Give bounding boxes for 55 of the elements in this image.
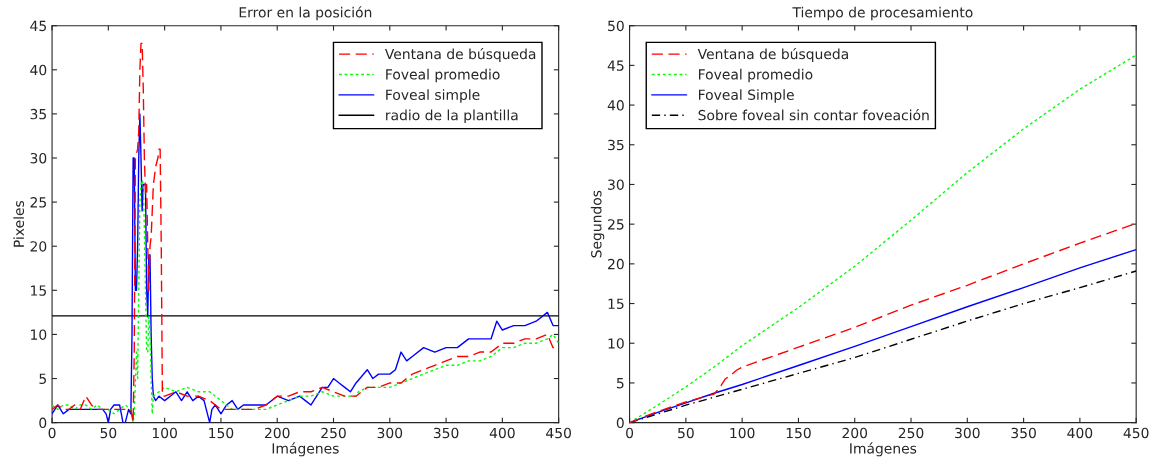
x-tick-label: 250 xyxy=(321,427,346,439)
y-tick-label: 40 xyxy=(30,64,47,76)
y-tick-label: 15 xyxy=(608,298,624,310)
x-tick-label: 300 xyxy=(955,427,980,439)
y-tick-label: 20 xyxy=(608,258,624,270)
legend-label: Foveal promedio xyxy=(386,68,500,83)
y-tick-label: 30 xyxy=(30,152,47,164)
y-tick-label: 35 xyxy=(30,108,46,120)
x-tick-label: 200 xyxy=(264,427,290,439)
y-tick-label: 15 xyxy=(31,285,46,296)
x-tick-label: 400 xyxy=(489,427,515,439)
y-tick-label: 50 xyxy=(608,20,624,32)
legend-label: Foveal simple xyxy=(386,89,480,103)
legend-label: radio de la plantilla xyxy=(386,109,518,124)
x-tick-label: 450 xyxy=(1123,427,1149,439)
y-tick-label: 35 xyxy=(608,139,624,151)
y-tick-label: 0 xyxy=(39,417,47,429)
x-tick-label: 450 xyxy=(546,427,571,439)
x-axis-title: Imágenes xyxy=(850,442,917,457)
x-tick-label: 250 xyxy=(898,427,924,439)
x-tick-label: 0 xyxy=(48,427,56,439)
y-tick-label: 5 xyxy=(39,373,46,384)
x-tick-label: 100 xyxy=(730,427,755,439)
y-tick-label: 0 xyxy=(616,417,624,429)
x-axis-title: Imágenes xyxy=(272,442,339,457)
x-tick-label: 350 xyxy=(433,427,459,439)
y-tick-label: 30 xyxy=(608,179,624,190)
y-tick-label: 25 xyxy=(30,197,46,208)
legend-label: Ventana de búsqueda xyxy=(384,47,536,62)
y-tick-label: 20 xyxy=(30,241,47,252)
x-tick-label: 350 xyxy=(1011,427,1036,439)
x-tick-label: 50 xyxy=(678,427,694,439)
y-tick-label: 40 xyxy=(607,100,624,111)
chart-title: Tiempo de procesamiento xyxy=(792,6,973,21)
y-tick-label: 45 xyxy=(30,20,46,32)
y-tick-label: 5 xyxy=(616,378,624,389)
legend-label: Ventana de búsqueda xyxy=(697,47,848,62)
y-tick-label: 10 xyxy=(608,338,624,349)
legend-label: Sobre foveal sin contar foveación xyxy=(698,109,929,121)
chart-title: Error en la posición xyxy=(239,6,372,21)
x-tick-label: 400 xyxy=(1067,427,1093,439)
y-tick-label: 10 xyxy=(31,329,47,340)
x-tick-label: 200 xyxy=(842,427,868,439)
x-tick-label: 50 xyxy=(100,427,117,439)
x-tick-label: 0 xyxy=(626,427,634,439)
y-axis-title: Segundos xyxy=(590,190,605,258)
y-tick-label: 25 xyxy=(608,219,624,230)
legend-label: Foveal promedio xyxy=(699,68,813,83)
x-tick-label: 150 xyxy=(786,427,811,439)
x-tick-label: 150 xyxy=(209,427,234,439)
x-tick-label: 300 xyxy=(377,427,403,439)
y-axis-title: Pixeles xyxy=(13,200,25,247)
legend-label: Foveal Simple xyxy=(699,89,794,103)
x-tick-label: 100 xyxy=(152,427,177,439)
y-tick-label: 45 xyxy=(607,60,624,71)
